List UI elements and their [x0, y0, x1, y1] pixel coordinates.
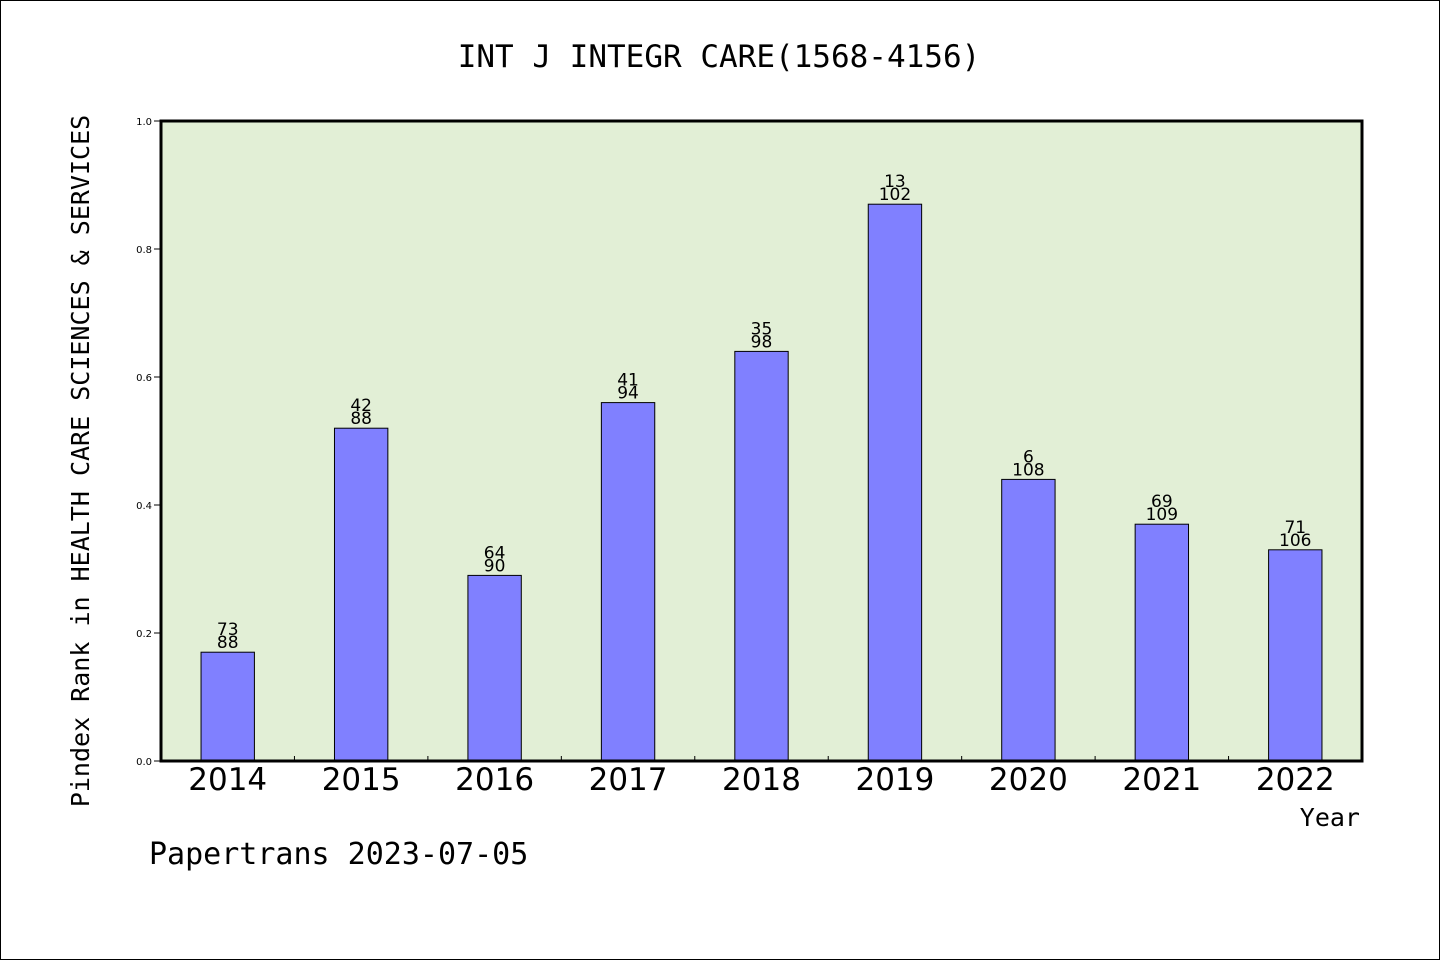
- rank-label: 13: [884, 172, 906, 192]
- y-tick-label: 0.2: [136, 629, 152, 640]
- y-tick-label: 1.0: [136, 117, 152, 128]
- footer-date: Papertrans 2023-07-05: [149, 837, 528, 872]
- x-axis-label: Year: [1300, 803, 1360, 832]
- bar-2017: [600, 402, 656, 762]
- x-tick-label: 2020: [989, 762, 1068, 798]
- x-tick-label: 2018: [722, 762, 801, 798]
- bar-2019: [867, 203, 923, 762]
- x-tick-label: 2014: [188, 762, 267, 798]
- total-label: 106: [1279, 531, 1311, 551]
- total-label: 94: [617, 384, 639, 404]
- bar-2015: [333, 427, 389, 762]
- chart-title: INT J INTEGR CARE(1568-4156): [458, 39, 981, 75]
- x-tick-label: 2019: [855, 762, 934, 798]
- total-label: 90: [484, 556, 506, 576]
- rank-label: 69: [1151, 492, 1173, 512]
- bar-2020: [1001, 478, 1056, 762]
- total-label: 102: [879, 185, 911, 205]
- y-axis-ticks: 0.0 0.2 0.4 0.6 0.8 1.0: [136, 117, 161, 768]
- bar-2014: [200, 651, 255, 762]
- x-tick-label: 2022: [1256, 762, 1335, 798]
- rank-label: 73: [217, 620, 239, 640]
- bars-group: [200, 203, 1323, 762]
- x-tick-label: 2015: [322, 762, 401, 798]
- rank-label: 42: [350, 396, 372, 416]
- bar-2021: [1134, 523, 1190, 762]
- bar-2022: [1268, 549, 1323, 762]
- y-axis-label: Pindex Rank in HEALTH CARE SCIENCES & SE…: [66, 115, 95, 807]
- total-label: 109: [1146, 505, 1178, 525]
- plot-frame: [159, 119, 1364, 763]
- x-tick-label: 2021: [1122, 762, 1201, 798]
- y-tick-label: 0.6: [136, 373, 152, 384]
- total-label: 88: [217, 633, 239, 653]
- x-tick-label: 2016: [455, 762, 534, 798]
- rank-label: 71: [1284, 518, 1306, 538]
- rank-label: 41: [617, 371, 639, 391]
- x-axis-ticks: 2014 2015 2016 2017 2018 2019 2020 2021 2022: [188, 756, 1335, 798]
- bar-2018: [734, 350, 789, 762]
- y-tick-label: 0.4: [136, 501, 152, 512]
- rank-label: 6: [1023, 447, 1034, 467]
- rank-label: 35: [751, 319, 773, 339]
- y-tick-label: 0.8: [136, 245, 152, 256]
- total-label: 108: [1012, 460, 1044, 480]
- x-tick-label: 2017: [589, 762, 668, 798]
- y-tick-label: 0.0: [136, 757, 152, 768]
- rank-label: 64: [484, 543, 506, 563]
- total-label: 98: [751, 332, 773, 352]
- total-label: 88: [350, 409, 372, 429]
- bar-2016: [467, 574, 522, 762]
